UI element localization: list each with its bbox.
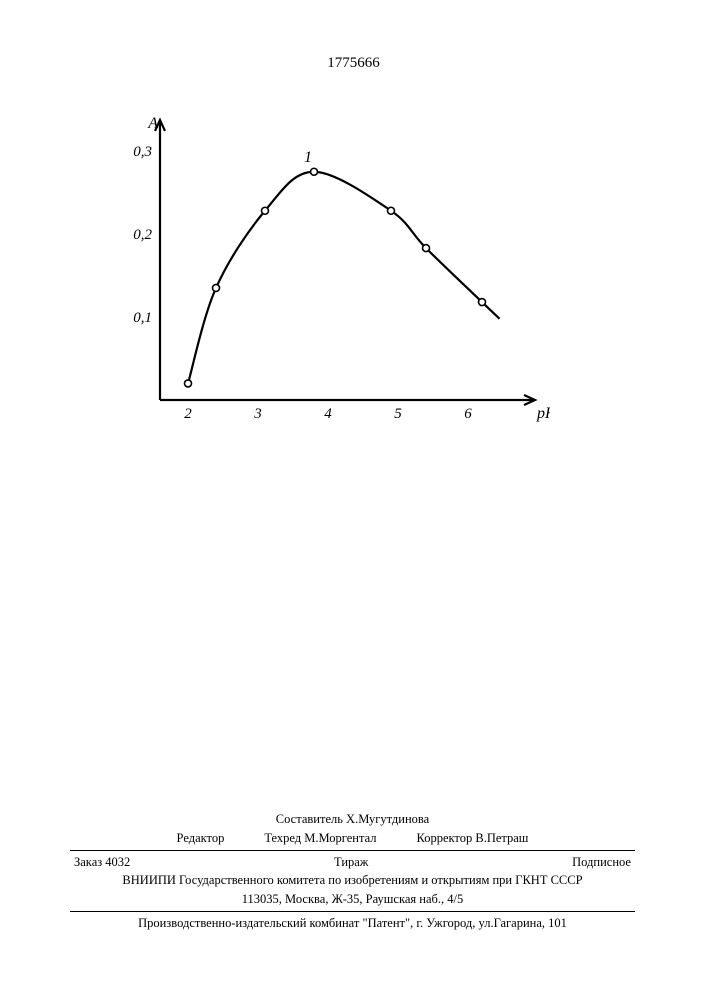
- ph-absorbance-chart: 0,1 0,2 0,3 A 2 3 4 5 6 pH 1: [120, 100, 550, 430]
- corrector-line: Корректор В.Петраш: [417, 829, 529, 848]
- production-line: Производственно-издательский комбинат "П…: [70, 914, 635, 933]
- page-number: 1775666: [0, 55, 707, 72]
- svg-text:0,1: 0,1: [133, 310, 152, 326]
- vniipi-line-2: 113035, Москва, Ж-35, Раушская наб., 4/5: [70, 890, 635, 909]
- svg-text:0,2: 0,2: [133, 227, 152, 243]
- tirazh-label: Тираж: [334, 853, 368, 872]
- svg-text:pH: pH: [536, 405, 550, 422]
- editor-label: Редактор: [177, 829, 225, 848]
- vniipi-line-1: ВНИИПИ Государственного комитета по изоб…: [70, 871, 635, 890]
- svg-text:5: 5: [394, 406, 402, 422]
- svg-text:A: A: [147, 115, 158, 132]
- chart-svg: 0,1 0,2 0,3 A 2 3 4 5 6 pH 1: [120, 100, 550, 430]
- order-number: Заказ 4032: [74, 853, 130, 872]
- footer-block: Составитель Х.Мугутдинова Редактор Техре…: [70, 810, 635, 933]
- svg-text:0,3: 0,3: [133, 144, 152, 160]
- svg-text:2: 2: [184, 406, 192, 422]
- svg-text:6: 6: [464, 406, 472, 422]
- subscription-label: Подписное: [572, 853, 631, 872]
- svg-text:4: 4: [324, 406, 332, 422]
- tech-line: Техред М.Моргентал: [264, 829, 376, 848]
- divider-2: [70, 911, 635, 912]
- svg-text:3: 3: [253, 406, 262, 422]
- compiler-line: Составитель Х.Мугутдинова: [70, 810, 635, 829]
- divider-1: [70, 850, 635, 851]
- svg-text:1: 1: [304, 149, 312, 166]
